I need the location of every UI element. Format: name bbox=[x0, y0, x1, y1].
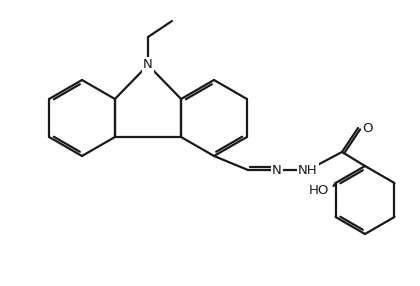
Text: N: N bbox=[143, 59, 153, 72]
Text: O: O bbox=[362, 122, 373, 134]
Text: HO: HO bbox=[309, 184, 330, 198]
Text: NH: NH bbox=[298, 164, 318, 176]
Text: N: N bbox=[272, 164, 282, 176]
